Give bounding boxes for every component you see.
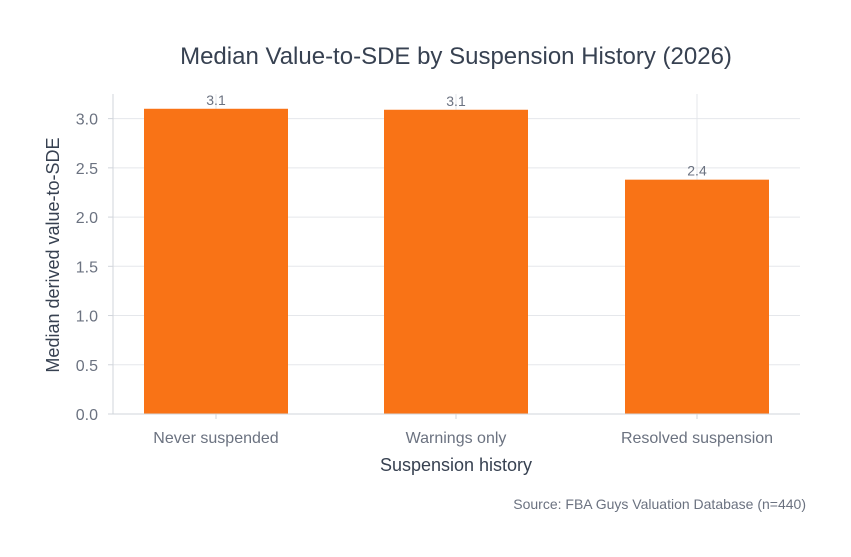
x-tick-label: Never suspended [153, 430, 278, 447]
bar-layer: 3.1 3.1 2.4 [144, 92, 769, 415]
bar [144, 108, 288, 415]
x-tick-label: Warnings only [406, 430, 507, 447]
y-tick-label: 0.0 [76, 407, 98, 424]
y-tick-label: 2.5 [76, 161, 98, 178]
y-tick-label: 2.0 [76, 210, 98, 227]
y-tick-label: 0.5 [76, 358, 98, 375]
x-tick-label: Resolved suspension [621, 430, 773, 447]
chart-title: Median Value-to-SDE by Suspension Histor… [180, 43, 732, 70]
x-axis-label: Suspension history [380, 455, 532, 475]
bar-data-label: 2.4 [687, 163, 707, 179]
axis-layer: 0.0 0.5 1.0 1.5 2.0 2.5 3.0 Never suspended Warn… [76, 94, 800, 447]
y-axis-label: Median derived value-to-SDE [43, 137, 63, 372]
bar-data-label: 3.1 [206, 92, 226, 108]
y-tick-label: 1.0 [76, 309, 98, 326]
bar [625, 179, 769, 414]
y-tick-label: 1.5 [76, 259, 98, 276]
source-note: Source: FBA Guys Valuation Database (n=4… [513, 496, 806, 512]
y-tick-label: 3.0 [76, 112, 98, 129]
bar-data-label: 3.1 [446, 93, 466, 109]
bar [384, 109, 528, 414]
